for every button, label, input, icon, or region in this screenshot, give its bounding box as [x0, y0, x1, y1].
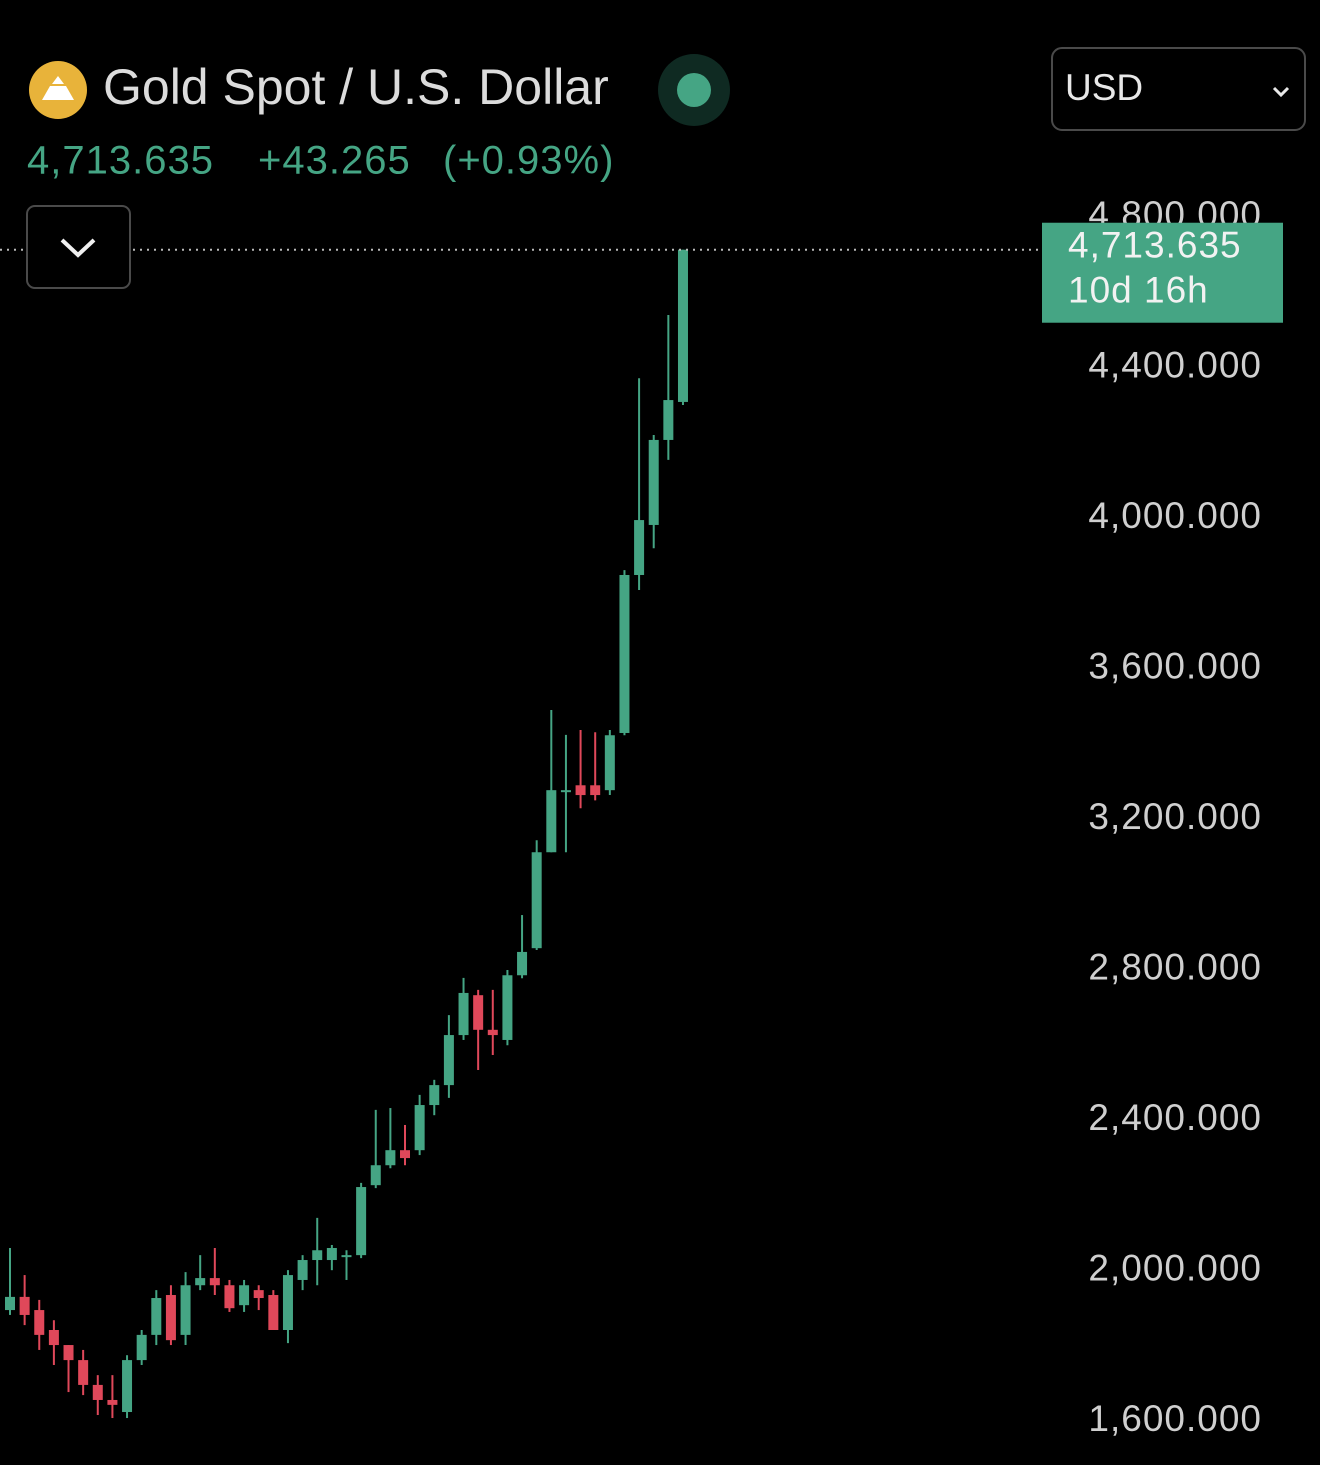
candle-body: [341, 1255, 352, 1258]
price-change: +43.265: [258, 139, 411, 183]
candle-body: [326, 1247, 337, 1261]
candle-body: [92, 1384, 103, 1400]
candle-body: [560, 790, 571, 793]
candle-body: [5, 1296, 15, 1311]
candle-body: [604, 735, 615, 791]
candle-body: [253, 1290, 264, 1299]
candle-body: [590, 785, 601, 796]
candle-body: [414, 1105, 425, 1151]
price-change-percent: (+0.93%): [443, 139, 614, 183]
candle-body: [487, 1029, 498, 1036]
candle-body: [48, 1330, 59, 1346]
candle-body: [239, 1285, 250, 1306]
candle-body: [34, 1310, 45, 1335]
candle-body: [531, 852, 542, 949]
currency-label: USD: [1065, 67, 1143, 108]
candle-body: [385, 1150, 396, 1166]
candle-body: [473, 995, 484, 1030]
collapse-button[interactable]: [26, 205, 131, 289]
gold-bars: [42, 76, 74, 100]
candle-body: [297, 1260, 308, 1280]
candle-body: [458, 992, 469, 1036]
plot-area: 1,600.000 2,000.000 2,400.000 2,800.000 3,20…: [0, 194, 1283, 1439]
currency-select[interactable]: [1051, 47, 1306, 131]
countdown-label: 10d 16h: [1068, 270, 1209, 311]
collapse-chevron: [60, 238, 96, 258]
y-tick-label: 4,400.000: [1088, 344, 1262, 385]
candle-body: [78, 1360, 89, 1385]
candle-body: [19, 1296, 30, 1315]
candle-body: [443, 1035, 454, 1086]
candle-body: [122, 1360, 133, 1413]
candle-body: [63, 1345, 74, 1361]
candle-body: [648, 439, 659, 525]
y-tick-label: 1,600.000: [1088, 1398, 1262, 1439]
candle-body: [663, 400, 674, 440]
candle-body: [517, 951, 528, 976]
last-price: 4,713.635: [27, 139, 214, 183]
candle-body: [356, 1187, 367, 1256]
y-tick-label: 2,000.000: [1088, 1247, 1262, 1288]
candle-body: [400, 1150, 411, 1159]
price-tag-label: 4,713.635: [1068, 225, 1242, 266]
candle-body: [429, 1085, 440, 1106]
candle-body: [634, 520, 645, 575]
candle-body: [180, 1285, 191, 1335]
candle-body: [209, 1278, 220, 1286]
status-dot: [677, 73, 711, 107]
currency-chevron: [1272, 86, 1290, 98]
candle-body: [195, 1278, 206, 1286]
candle-body: [677, 249, 688, 402]
candle-body: [151, 1298, 162, 1335]
y-tick-label: 4,000.000: [1088, 495, 1262, 536]
candle-body: [619, 574, 630, 733]
candle-body: [165, 1295, 176, 1341]
symbol-title: Gold Spot / U.S. Dollar: [103, 59, 609, 115]
y-tick-label: 2,400.000: [1088, 1097, 1262, 1138]
y-tick-label: 3,200.000: [1088, 796, 1262, 837]
candle-body: [575, 785, 586, 796]
y-tick-label: 3,600.000: [1088, 645, 1262, 686]
candle-body: [312, 1250, 323, 1261]
candle-body: [282, 1275, 293, 1331]
candle-body: [546, 790, 557, 853]
price-tag: [1042, 222, 1283, 323]
candle-body: [107, 1399, 118, 1405]
candle-body: [224, 1285, 235, 1309]
candle-body: [370, 1165, 381, 1186]
candle-body: [268, 1295, 279, 1331]
candle-body: [502, 975, 513, 1040]
y-tick-label: 2,800.000: [1088, 946, 1262, 987]
candle-body: [136, 1334, 147, 1361]
